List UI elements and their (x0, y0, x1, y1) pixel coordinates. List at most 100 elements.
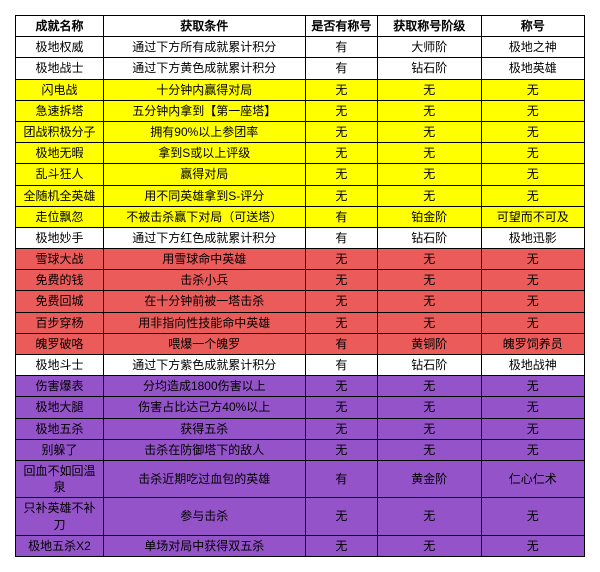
table-cell: 无 (378, 498, 481, 535)
table-cell: 用不同英雄拿到S-评分 (103, 185, 305, 206)
table-header-row: 成就名称 获取条件 是否有称号 获取称号阶级 称号 (16, 16, 585, 37)
col-header-rank: 获取称号阶级 (378, 16, 481, 37)
table-cell: 乱斗狂人 (16, 164, 104, 185)
table-cell: 无 (305, 100, 377, 121)
table-cell: 无 (305, 376, 377, 397)
table-cell: 黄铜阶 (378, 333, 481, 354)
table-row: 全随机全英雄用不同英雄拿到S-评分无无无 (16, 185, 585, 206)
table-cell: 极地无暇 (16, 143, 104, 164)
table-cell: 铂金阶 (378, 206, 481, 227)
table-cell: 无 (305, 535, 377, 556)
table-cell: 极地权威 (16, 37, 104, 58)
table-cell: 无 (481, 397, 584, 418)
table-cell: 单场对局中获得双五杀 (103, 535, 305, 556)
table-cell: 无 (481, 249, 584, 270)
table-row: 闪电战十分钟内赢得对局无无无 (16, 79, 585, 100)
table-cell: 通过下方所有成就累计积分 (103, 37, 305, 58)
table-cell: 无 (481, 312, 584, 333)
table-row: 极地战士通过下方黄色成就累计积分有钻石阶极地英雄 (16, 58, 585, 79)
table-cell: 无 (481, 418, 584, 439)
table-cell: 击杀近期吃过血包的英雄 (103, 460, 305, 497)
table-cell: 有 (305, 460, 377, 497)
table-cell: 魄罗破咯 (16, 333, 104, 354)
table-cell: 无 (378, 121, 481, 142)
table-cell: 无 (305, 164, 377, 185)
table-cell: 无 (378, 270, 481, 291)
table-cell: 极地五杀X2 (16, 535, 104, 556)
table-cell: 有 (305, 58, 377, 79)
table-cell: 无 (481, 439, 584, 460)
table-cell: 用雪球命中英雄 (103, 249, 305, 270)
table-cell: 无 (305, 185, 377, 206)
table-row: 百步穿杨用非指向性技能命中英雄无无无 (16, 312, 585, 333)
table-cell: 喂爆一个魄罗 (103, 333, 305, 354)
table-cell: 有 (305, 333, 377, 354)
table-cell: 无 (481, 79, 584, 100)
table-cell: 无 (481, 270, 584, 291)
table-cell: 无 (378, 439, 481, 460)
col-header-hastitle: 是否有称号 (305, 16, 377, 37)
table-cell: 无 (378, 143, 481, 164)
table-cell: 极地战神 (481, 355, 584, 376)
table-cell: 无 (481, 291, 584, 312)
table-cell: 极地战士 (16, 58, 104, 79)
table-row: 极地权威通过下方所有成就累计积分有大师阶极地之神 (16, 37, 585, 58)
table-cell: 无 (378, 418, 481, 439)
table-cell: 无 (305, 418, 377, 439)
table-cell: 极地妙手 (16, 227, 104, 248)
table-cell: 获得五杀 (103, 418, 305, 439)
table-cell: 极地斗士 (16, 355, 104, 376)
table-cell: 只补英雄不补刀 (16, 498, 104, 535)
table-cell: 五分钟内拿到【第一座塔】 (103, 100, 305, 121)
table-cell: 免费回城 (16, 291, 104, 312)
table-cell: 大师阶 (378, 37, 481, 58)
table-cell: 黄金阶 (378, 460, 481, 497)
table-row: 团战积极分子拥有90%以上参团率无无无 (16, 121, 585, 142)
table-cell: 无 (305, 121, 377, 142)
table-cell: 无 (378, 100, 481, 121)
table-row: 雪球大战用雪球命中英雄无无无 (16, 249, 585, 270)
table-cell: 别躲了 (16, 439, 104, 460)
table-cell: 闪电战 (16, 79, 104, 100)
table-cell: 有 (305, 206, 377, 227)
table-cell: 无 (305, 312, 377, 333)
table-cell: 无 (378, 376, 481, 397)
table-row: 魄罗破咯喂爆一个魄罗有黄铜阶魄罗饲养员 (16, 333, 585, 354)
table-cell: 无 (305, 270, 377, 291)
table-cell: 在十分钟前被一塔击杀 (103, 291, 305, 312)
table-cell: 分均造成1800伤害以上 (103, 376, 305, 397)
achievements-table: 成就名称 获取条件 是否有称号 获取称号阶级 称号 极地权威通过下方所有成就累计… (15, 15, 585, 557)
table-cell: 雪球大战 (16, 249, 104, 270)
table-cell: 无 (305, 291, 377, 312)
table-cell: 无 (305, 397, 377, 418)
table-cell: 伤害爆表 (16, 376, 104, 397)
table-cell: 极地之神 (481, 37, 584, 58)
col-header-condition: 获取条件 (103, 16, 305, 37)
table-row: 乱斗狂人赢得对局无无无 (16, 164, 585, 185)
table-cell: 极地大腿 (16, 397, 104, 418)
table-row: 极地五杀X2单场对局中获得双五杀无无无 (16, 535, 585, 556)
table-cell: 无 (378, 397, 481, 418)
col-header-title: 称号 (481, 16, 584, 37)
table-cell: 无 (305, 79, 377, 100)
table-cell: 免费的钱 (16, 270, 104, 291)
table-cell: 极地英雄 (481, 58, 584, 79)
table-cell: 无 (378, 185, 481, 206)
table-cell: 钻石阶 (378, 355, 481, 376)
table-row: 只补英雄不补刀参与击杀无无无 (16, 498, 585, 535)
table-cell: 有 (305, 227, 377, 248)
table-cell: 无 (481, 121, 584, 142)
table-cell: 极地迅影 (481, 227, 584, 248)
table-cell: 赢得对局 (103, 164, 305, 185)
table-cell: 拥有90%以上参团率 (103, 121, 305, 142)
table-cell: 十分钟内赢得对局 (103, 79, 305, 100)
table-cell: 通过下方红色成就累计积分 (103, 227, 305, 248)
table-cell: 回血不如回温泉 (16, 460, 104, 497)
table-cell: 无 (481, 376, 584, 397)
table-cell: 走位飘忽 (16, 206, 104, 227)
table-cell: 无 (481, 185, 584, 206)
table-cell: 无 (378, 535, 481, 556)
table-cell: 通过下方紫色成就累计积分 (103, 355, 305, 376)
table-row: 回血不如回温泉击杀近期吃过血包的英雄有黄金阶仁心仁术 (16, 460, 585, 497)
table-cell: 百步穿杨 (16, 312, 104, 333)
